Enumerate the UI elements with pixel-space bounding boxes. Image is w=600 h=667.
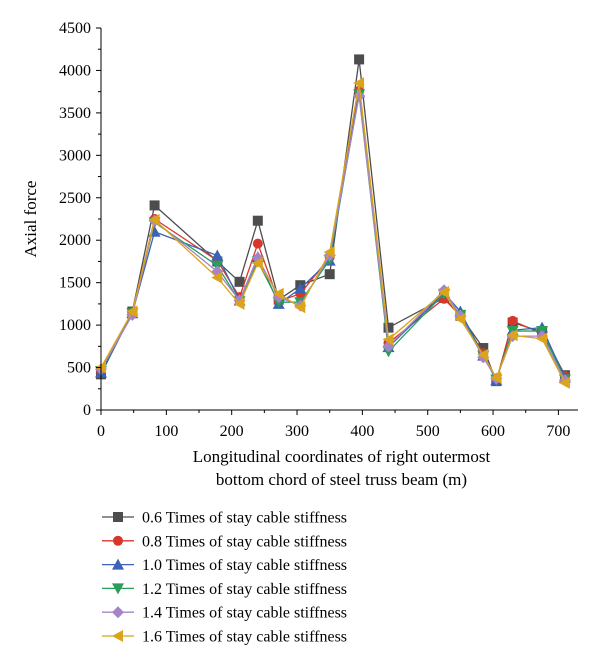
y-tick-label: 2000 <box>59 232 91 249</box>
data-point <box>251 257 263 270</box>
data-point <box>323 246 335 259</box>
data-point <box>211 249 224 261</box>
legend-entry: 1.4 Times of stay cable stiffness <box>102 605 347 622</box>
data-point <box>536 332 548 345</box>
legend-label: 1.6 Times of stay cable stiffness <box>142 629 347 646</box>
x-axis-title-line: Longitudinal coordinates of right outerm… <box>193 447 491 466</box>
legend-entry: 1.2 Times of stay cable stiffness <box>102 581 347 598</box>
legend-marker <box>113 535 123 546</box>
x-tick-label: 200 <box>220 423 244 440</box>
legend-marker <box>112 606 124 619</box>
data-point <box>454 313 466 326</box>
y-tick-label: 1500 <box>59 275 91 292</box>
y-tick-label: 4000 <box>59 62 91 79</box>
legend-entry: 1.0 Times of stay cable stiffness <box>102 557 347 574</box>
series-line <box>100 59 566 384</box>
data-point <box>477 348 489 361</box>
data-point <box>294 301 306 314</box>
data-point <box>438 286 450 299</box>
data-point <box>507 315 518 326</box>
data-point <box>272 287 284 300</box>
series-6 <box>95 77 570 389</box>
x-tick-label: 700 <box>546 423 570 440</box>
legend-entry: 0.8 Times of stay cable stiffness <box>102 533 347 550</box>
y-tick-label: 2500 <box>59 190 91 207</box>
y-tick-label: 500 <box>67 360 91 377</box>
y-tick-label: 3500 <box>59 105 91 122</box>
legend-label: 1.4 Times of stay cable stiffness <box>142 605 347 622</box>
series-1 <box>96 54 570 387</box>
y-tick-label: 3000 <box>59 147 91 164</box>
data-point <box>126 305 138 318</box>
data-point <box>478 343 489 354</box>
series-5 <box>95 89 571 387</box>
legend-marker <box>112 630 123 642</box>
legend-marker <box>112 583 124 595</box>
data-point <box>353 77 365 90</box>
data-point <box>354 54 365 65</box>
data-point <box>252 215 263 226</box>
x-tick-label: 100 <box>154 423 178 440</box>
y-axis-title: Axial force <box>21 181 40 258</box>
y-tick-label: 4500 <box>59 20 91 37</box>
data-point <box>506 329 518 342</box>
data-point <box>233 297 245 310</box>
legend-entry: 0.6 Times of stay cable stiffness <box>102 510 347 527</box>
x-tick-label: 300 <box>285 423 309 440</box>
data-point <box>382 333 394 346</box>
data-point <box>490 371 502 384</box>
data-point <box>324 269 335 280</box>
y-tick-label: 0 <box>83 402 91 419</box>
legend-marker <box>112 558 124 570</box>
x-tick-label: 500 <box>416 423 440 440</box>
data-point <box>294 282 307 294</box>
data-point <box>558 376 570 389</box>
data-point <box>383 322 394 333</box>
data-point <box>252 238 263 249</box>
legend-marker <box>113 512 123 522</box>
y-tick-label: 1000 <box>59 317 91 334</box>
x-axis-title-line: bottom chord of steel truss beam (m) <box>216 470 467 489</box>
legend-label: 0.8 Times of stay cable stiffness <box>142 533 347 550</box>
data-point <box>234 276 245 287</box>
series-line <box>100 83 566 384</box>
legend-label: 1.2 Times of stay cable stiffness <box>142 581 347 598</box>
data-point <box>149 200 160 211</box>
data-point <box>211 271 223 284</box>
x-tick-label: 600 <box>481 423 505 440</box>
legend-label: 1.0 Times of stay cable stiffness <box>142 557 347 574</box>
x-tick-label: 0 <box>97 423 105 440</box>
data-point <box>148 213 160 226</box>
legend-label: 0.6 Times of stay cable stiffness <box>142 510 347 527</box>
x-tick-label: 400 <box>350 423 374 440</box>
legend-entry: 1.6 Times of stay cable stiffness <box>102 629 347 646</box>
